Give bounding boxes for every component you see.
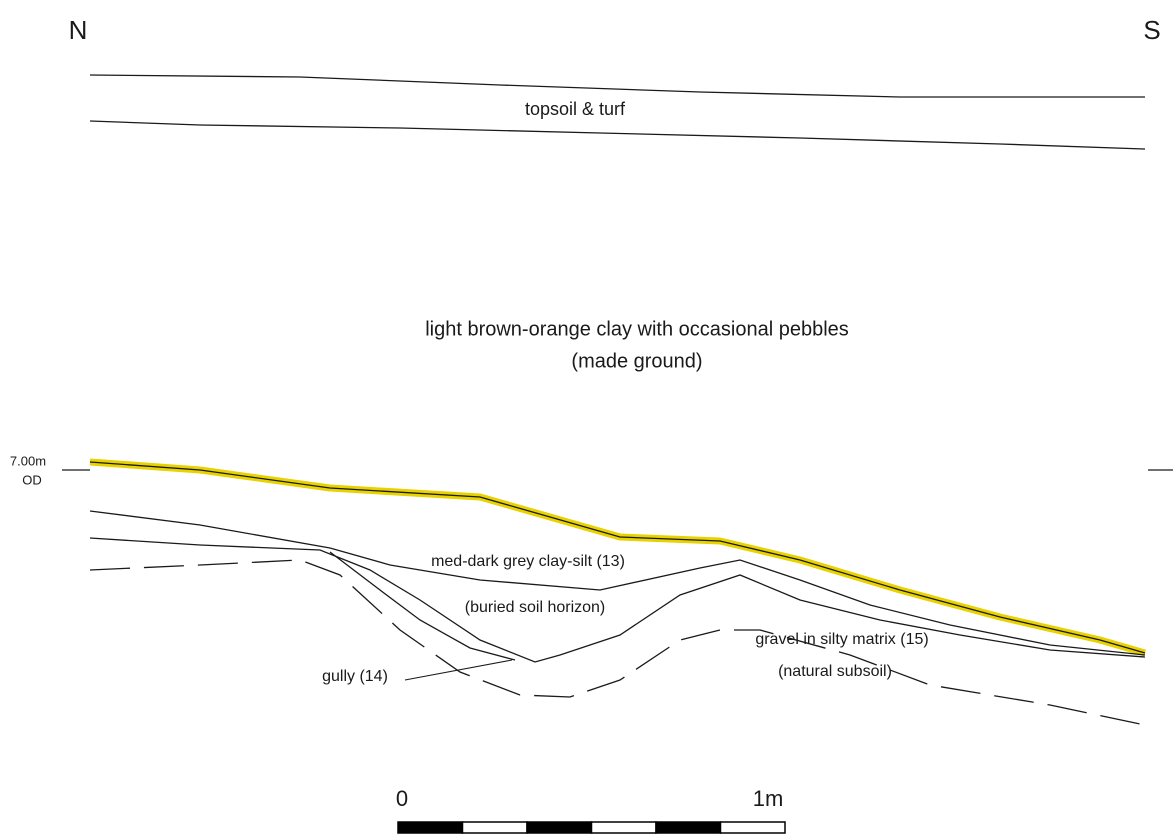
topsoil-label: topsoil & turf <box>525 99 626 119</box>
clay-silt-label: med-dark grey clay-silt (13) <box>431 553 625 570</box>
datum-level: 7.00m <box>10 453 46 468</box>
background <box>0 0 1173 837</box>
datum-unit: OD <box>22 472 42 487</box>
gully-label: gully (14) <box>322 668 388 685</box>
gravel-note: (natural subsoil) <box>778 663 892 680</box>
gravel-label: gravel in silty matrix (15) <box>755 631 928 648</box>
south-label: S <box>1143 15 1160 45</box>
north-label: N <box>69 15 88 45</box>
scale-start: 0 <box>396 786 408 811</box>
scale-end: 1m <box>753 786 784 811</box>
made-ground-label: light brown-orange clay with occasional … <box>425 318 849 340</box>
clay-silt-note: (buried soil horizon) <box>465 599 606 616</box>
made-ground-note: (made ground) <box>571 350 702 372</box>
section-drawing: N S topsoil & turf light brown-orange cl… <box>0 0 1173 837</box>
scale-bar <box>398 822 785 833</box>
